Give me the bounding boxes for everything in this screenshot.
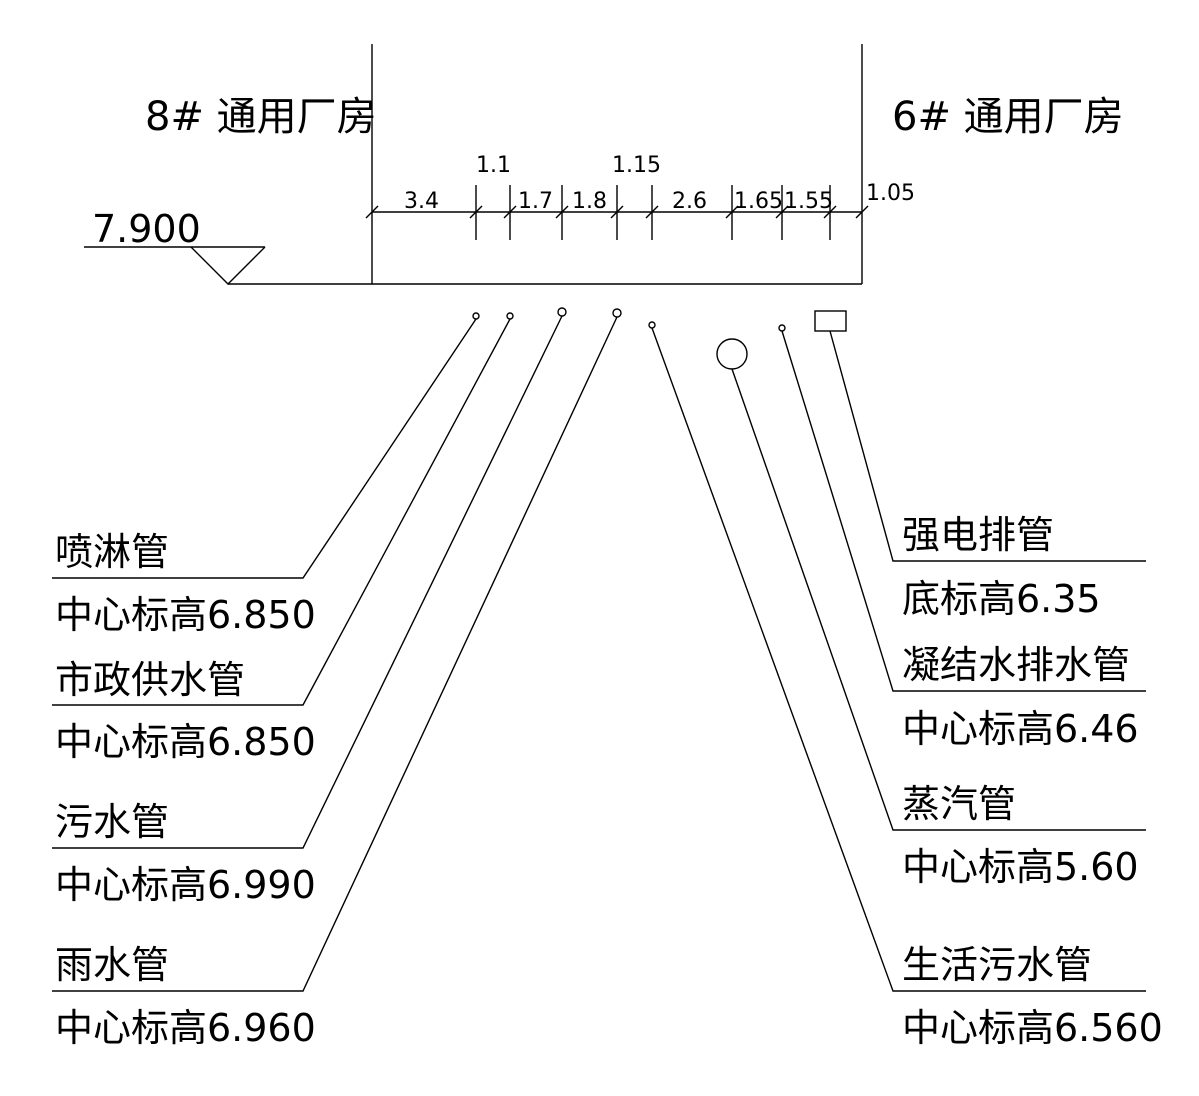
municipal-water-leader-line xyxy=(52,318,511,706)
dimension-value: 1.65 xyxy=(734,189,783,214)
dimension-tick xyxy=(610,205,624,219)
pipe-name-label: 喷淋管 xyxy=(55,530,169,574)
dimension-value: 1.8 xyxy=(572,189,607,214)
pipe-name-label: 生活污水管 xyxy=(902,943,1092,987)
dimension-tick xyxy=(503,205,517,219)
dimension-tick xyxy=(555,205,569,219)
sprinkler-leader-line xyxy=(52,318,477,579)
power-duct-symbol xyxy=(814,310,847,332)
pipe-elevation-label: 中心标高6.960 xyxy=(55,1006,316,1050)
dimension-value: 1.55 xyxy=(784,189,833,214)
pipe-elevation-label: 底标高6.35 xyxy=(902,577,1101,621)
condensate-leader-line xyxy=(781,330,1146,692)
domestic-sewage-leader-line xyxy=(651,327,1146,992)
ground-elevation-label: 7.900 xyxy=(92,207,201,251)
pipe-elevation-label: 中心标高6.850 xyxy=(55,593,316,637)
pipe-name-label: 雨水管 xyxy=(55,943,169,987)
pipe-elevation-label: 中心标高6.46 xyxy=(902,707,1139,751)
sprinkler-pipe-symbol xyxy=(472,312,480,320)
pipe-elevation-label: 中心标高6.990 xyxy=(55,863,316,907)
dimension-tick xyxy=(365,205,379,219)
dimension-value: 1.7 xyxy=(518,189,553,214)
dimension-tick xyxy=(775,205,789,219)
steam-pipe-symbol xyxy=(716,338,748,370)
dimension-ticks xyxy=(365,185,869,240)
sewage-leader-line xyxy=(52,315,563,849)
pipe-name-label: 凝结水排水管 xyxy=(902,643,1130,687)
pipe-name-label: 强电排管 xyxy=(902,513,1054,557)
pipe-elevation-label: 中心标高6.560 xyxy=(902,1006,1163,1050)
dimension-tick xyxy=(855,205,869,219)
left-building-label: 8# 通用厂房 xyxy=(145,94,377,140)
power-duct-leader-line xyxy=(829,330,1146,562)
dimension-value: 1.05 xyxy=(866,181,915,206)
elevation-triangle-icon xyxy=(190,246,266,285)
right-building-label: 6# 通用厂房 xyxy=(892,94,1124,140)
dimension-value: 2.6 xyxy=(672,189,707,214)
sewage-pipe-symbol xyxy=(557,307,567,317)
rainwater-pipe-symbol xyxy=(612,308,622,318)
rainwater-leader-line xyxy=(52,316,618,992)
pipe-name-label: 市政供水管 xyxy=(55,658,245,702)
domestic-sewage-pipe-symbol xyxy=(648,321,656,329)
dimension-value: 3.4 xyxy=(404,189,439,214)
condensate-pipe-symbol xyxy=(778,324,786,332)
municipal-water-pipe-symbol xyxy=(506,312,514,320)
pipe-name-label: 污水管 xyxy=(55,800,169,844)
dimension-value: 1.15 xyxy=(612,153,661,178)
pipe-elevation-label: 中心标高6.850 xyxy=(55,720,316,764)
dimension-tick xyxy=(469,205,483,219)
dimension-tick xyxy=(645,205,659,219)
dimension-value: 1.1 xyxy=(476,153,511,178)
pipe-elevation-label: 中心标高5.60 xyxy=(902,845,1139,889)
dimension-tick xyxy=(823,205,837,219)
steam-leader-line xyxy=(731,368,1146,831)
pipe-name-label: 蒸汽管 xyxy=(902,782,1016,826)
dimension-tick xyxy=(725,205,739,219)
